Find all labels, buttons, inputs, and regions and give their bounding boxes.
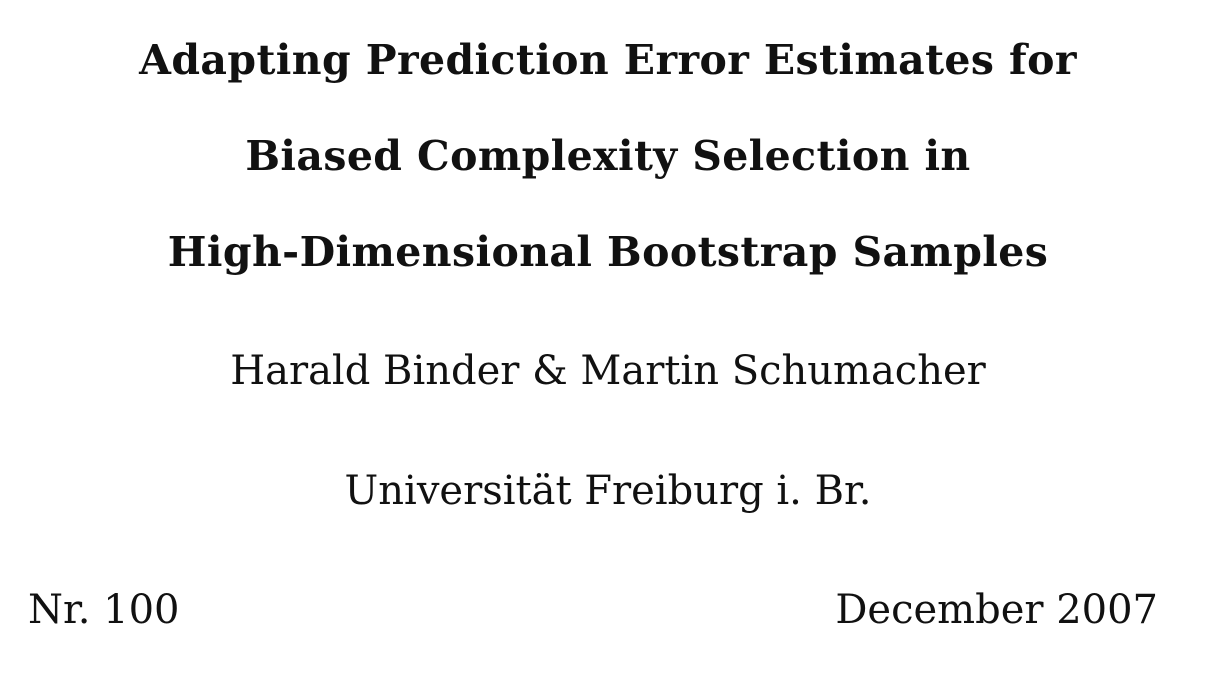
author-affiliation: Universität Freiburg i. Br. — [344, 468, 872, 514]
paper-authors: Harald Binder & Martin Schumacher — [230, 348, 986, 394]
paper-title-line-1: Adapting Prediction Error Estimates for — [139, 36, 1077, 84]
paper-title-line-3: High-Dimensional Bootstrap Samples — [167, 228, 1049, 276]
paper-title-line-2: Biased Complexity Selection in — [245, 132, 971, 180]
report-number: Nr. 100 — [28, 587, 180, 633]
report-date: December 2007 — [835, 587, 1158, 633]
